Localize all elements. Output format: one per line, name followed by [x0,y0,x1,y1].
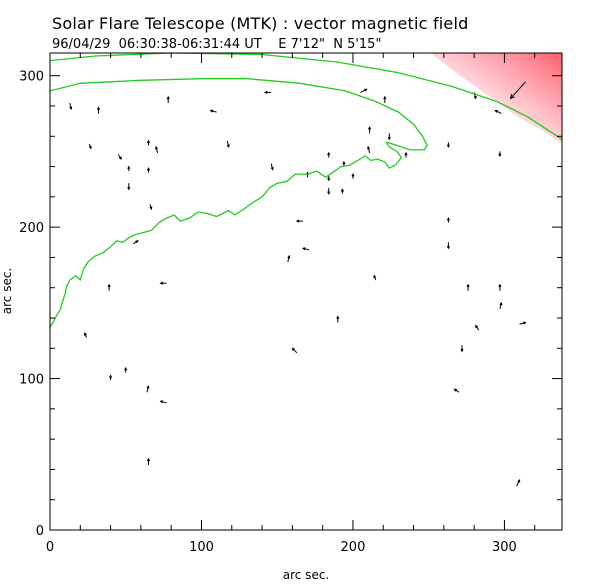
vector-arrow [519,321,527,325]
vector-arrow [387,133,391,141]
vector-arrow [209,109,217,113]
x-axis-label: arc sec. [283,568,329,582]
vector-arrow [404,151,408,158]
y-axis-label: arc sec. [0,268,14,314]
vector-arrow [149,204,153,211]
vector-arrow [127,165,131,172]
vector-arrow [509,81,526,100]
vector-arrow [291,347,298,354]
vector-arrow [360,88,368,93]
vector-arrow [146,384,150,393]
plot-frame [49,52,563,531]
vector-arrow [109,374,113,381]
vector-arrow [446,142,450,149]
vector-arrow [301,247,310,251]
vector-arrow [107,283,111,291]
vector-arrow [146,139,151,146]
vector-arrow [69,102,73,111]
y-tick-label: 200 [19,221,44,236]
vector-arrow [226,140,230,148]
chart-title: Solar Flare Telescope (MTK) : vector mag… [52,14,469,33]
vector-arrow [367,145,371,154]
vector-arrow [473,92,477,100]
x-tick-label: 0 [46,540,54,555]
vector-arrow [373,274,377,281]
vector-arrow [166,95,170,103]
vector-arrow [460,345,464,353]
vector-arrow [368,126,372,134]
vector-arrow [494,110,502,115]
contours [50,53,562,328]
y-tick-label: 100 [19,373,44,388]
axis-labels: arc sec. arc sec. [0,268,329,582]
vector-arrow [446,216,450,223]
vector-arrow [383,95,387,103]
inner-contour [50,78,428,328]
vector-arrow [475,324,480,331]
x-tick-label: 200 [341,540,366,555]
vector-arrow [270,163,274,171]
vector-arrow [327,187,331,195]
vector-arrow [327,151,331,158]
observation-info: 96/04/29 06:30:38-06:31:44 UT E 7'12" N … [52,37,382,52]
vector-arrow [287,254,291,263]
vector-arrow [351,172,355,179]
vector-arrow [155,145,159,154]
vector-arrows [69,81,527,487]
vector-arrow [88,143,92,150]
vector-arrow [340,188,344,194]
x-tick-label: 100 [189,540,214,555]
plot-data-layer [50,53,562,487]
vector-arrow [295,219,303,223]
vector-arrow [96,106,101,114]
vector-arrow [516,479,521,487]
vector-arrow [466,283,470,291]
vector-arrow [146,166,151,173]
vector-arrow [146,457,151,465]
vector-arrow [84,332,87,338]
vector-arrow [263,90,272,94]
vector-arrow [453,388,460,393]
vector-arrow [336,315,340,323]
vector-arrow [498,151,502,158]
flare-region [430,53,562,144]
vector-arrow [327,175,331,182]
outer-contour [50,53,562,140]
vector-arrow [159,400,167,404]
vector-arrow [498,283,502,291]
x-tick-label: 300 [492,540,517,555]
y-tick-label: 300 [19,70,44,85]
vector-arrow [117,154,122,160]
vector-arrow [499,301,503,310]
vector-arrow [159,281,167,285]
y-tick-label: 0 [36,524,44,539]
vector-arrow [124,366,128,373]
vector-arrow [133,240,139,245]
vector-arrow [446,242,450,250]
vector-arrow [127,183,131,191]
axis-ticks: 0 100 200 300 0 100 200 300 [19,53,562,555]
